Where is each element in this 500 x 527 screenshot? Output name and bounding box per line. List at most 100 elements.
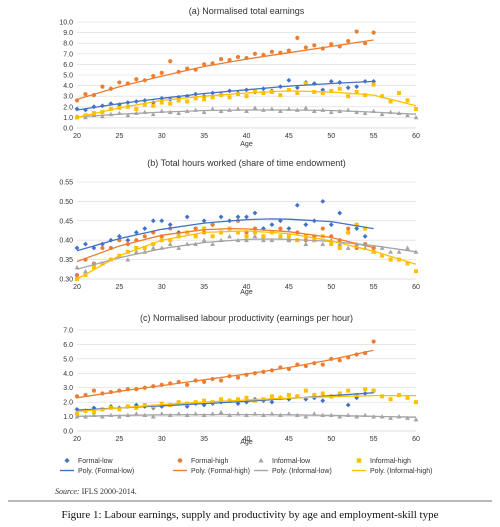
data-point-informal-high <box>312 392 317 397</box>
data-point-informal-high <box>244 94 249 99</box>
data-point-formal-high <box>100 84 105 89</box>
x-tick-label: 25 <box>115 436 123 443</box>
data-point-formal-low <box>133 230 139 235</box>
trend-line-informal-low <box>76 413 417 418</box>
data-point-formal-high <box>218 378 224 383</box>
data-point-informal-low <box>379 245 385 250</box>
data-point-formal-high <box>142 234 147 239</box>
x-tick-label: 35 <box>200 436 208 443</box>
data-point-informal-low <box>388 249 393 254</box>
x-tick-label: 45 <box>285 133 293 140</box>
legend: Formal-low Formal-high Informal-low Informa… <box>60 457 433 475</box>
x-tick-label: 60 <box>412 436 420 443</box>
data-point-informal-high <box>405 395 410 400</box>
data-point-informal-high <box>329 88 334 93</box>
chart-panel-3: (c) Normalised labour productivity (earn… <box>63 313 420 446</box>
data-point-formal-high <box>185 382 190 387</box>
data-point-informal-high <box>142 403 147 408</box>
legend-label: Poly. (Informal-high) <box>370 468 433 475</box>
figure-caption: Figure 1: Labour earnings, supply and pr… <box>62 509 439 521</box>
data-point-informal-high <box>210 95 215 100</box>
data-point-formal-high <box>329 42 334 47</box>
legend-entry-informal-high: Informal-high <box>356 458 411 465</box>
data-point-formal-low <box>354 226 360 231</box>
trend-line-informal-high <box>76 394 416 413</box>
chart-title: (c) Normalised labour productivity (earn… <box>140 313 353 323</box>
x-tick-label: 50 <box>327 436 335 443</box>
data-point-informal-high <box>168 101 173 106</box>
data-point-informal-high <box>286 392 291 397</box>
y-tick-label: 6.0 <box>63 62 73 69</box>
y-tick-label: 1.0 <box>63 414 73 421</box>
data-point-informal-low <box>244 108 249 113</box>
data-point-informal-high <box>244 234 249 239</box>
data-point-informal-high <box>117 407 122 412</box>
x-tick-label: 40 <box>243 133 251 140</box>
data-point-informal-high <box>278 234 283 239</box>
data-point-formal-high <box>202 62 207 67</box>
legend-entry-formal-high: Formal-high <box>177 458 228 465</box>
trend-line-formal-low <box>76 80 374 111</box>
data-point-formal-low <box>286 77 292 83</box>
data-point-informal-high <box>346 388 351 393</box>
x-tick-label: 35 <box>200 284 208 291</box>
chart-title: (a) Normalised total earnings <box>189 6 305 16</box>
data-point-informal-low <box>150 414 156 419</box>
x-tick-label: 35 <box>200 133 208 140</box>
data-point-formal-low <box>167 222 173 228</box>
data-point-formal-high <box>100 245 105 251</box>
data-point-informal-low <box>413 417 419 422</box>
data-point-informal-high <box>193 234 198 239</box>
data-point-informal-high <box>354 89 359 94</box>
data-point-informal-high <box>151 242 156 247</box>
legend-entry-poly-formal-high: Poly. (Formal-high) <box>173 468 250 475</box>
data-point-formal-low <box>83 241 88 247</box>
data-point-informal-high <box>151 103 156 108</box>
data-point-informal-low <box>176 245 182 250</box>
x-axis-label: Age <box>240 289 253 296</box>
legend-label: Poly. (Formal-high) <box>191 468 250 475</box>
trend-line-formal-high <box>76 39 374 101</box>
data-point-informal-high <box>202 226 207 231</box>
data-point-informal-high <box>354 392 359 397</box>
data-point-informal-low <box>328 109 334 114</box>
data-point-informal-high <box>397 392 402 397</box>
data-point-informal-high <box>371 82 376 87</box>
data-point-informal-high <box>252 230 257 235</box>
data-point-formal-low <box>159 404 165 409</box>
data-point-formal-high <box>320 226 325 231</box>
data-point-formal-low <box>91 245 97 251</box>
data-point-formal-low <box>235 214 241 220</box>
x-tick-label: 55 <box>370 436 378 443</box>
x-tick-label: 20 <box>73 436 81 443</box>
data-point-informal-low <box>100 113 105 119</box>
x-tick-label: 30 <box>158 133 166 140</box>
data-point-informal-low <box>303 241 309 246</box>
data-point-informal-high <box>168 238 173 243</box>
data-point-formal-high <box>337 358 342 363</box>
data-point-informal-high <box>337 391 342 396</box>
data-point-formal-low <box>116 233 122 239</box>
data-point-informal-low <box>133 249 139 254</box>
y-tick-label: 0.55 <box>59 180 73 187</box>
y-tick-label: 8.0 <box>63 41 73 48</box>
data-point-informal-low <box>116 414 122 419</box>
data-point-formal-high <box>227 58 232 63</box>
data-point-informal-high <box>371 388 376 393</box>
data-point-informal-low <box>269 237 275 243</box>
data-point-informal-high <box>414 106 418 111</box>
y-tick-label: 0.35 <box>59 257 73 264</box>
x-tick-label: 55 <box>370 284 378 291</box>
data-point-informal-low <box>337 414 343 419</box>
data-point-informal-high <box>202 398 207 403</box>
data-point-informal-low <box>167 241 173 246</box>
data-point-informal-high <box>397 91 402 96</box>
data-point-informal-low <box>108 412 114 418</box>
data-point-informal-high <box>176 234 181 239</box>
data-point-formal-low <box>269 399 275 405</box>
trend-line-informal-high <box>76 90 417 119</box>
data-point-formal-high <box>168 59 173 64</box>
data-point-formal-high <box>346 38 351 44</box>
trend-line-informal-low <box>76 109 417 118</box>
